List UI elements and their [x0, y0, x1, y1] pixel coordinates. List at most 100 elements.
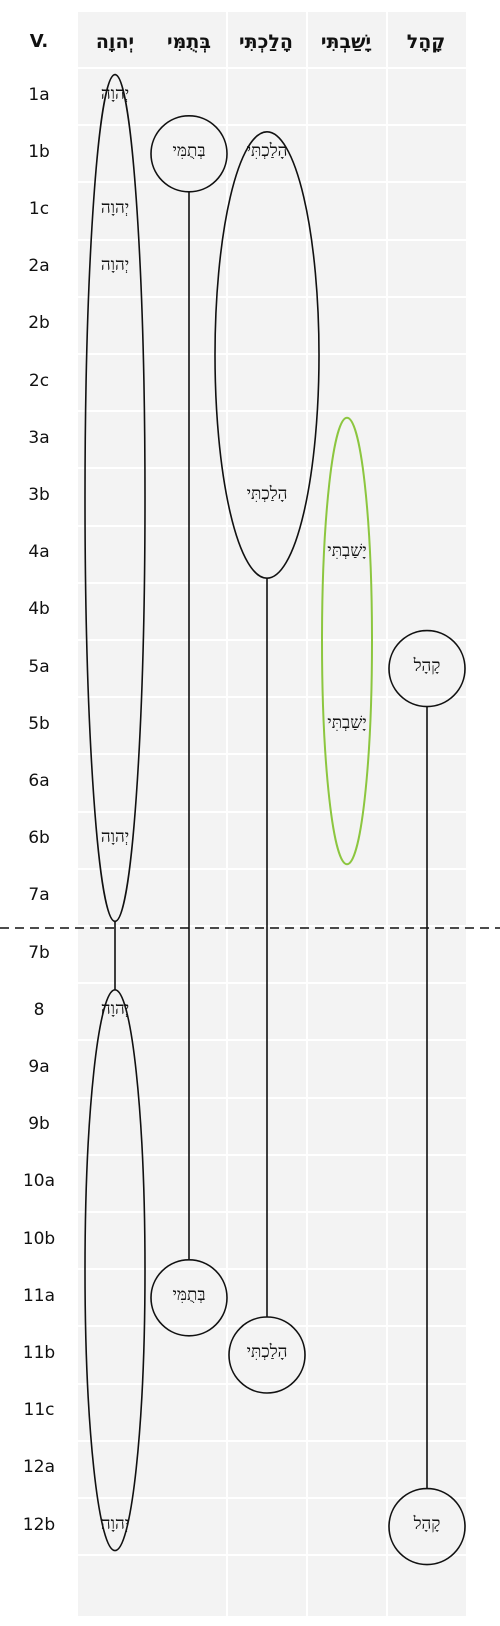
verse-label: 5b: [28, 713, 50, 734]
row-separator: [388, 1497, 466, 1499]
row-separator: [78, 1096, 152, 1099]
row-separator: [78, 410, 152, 413]
row-separator: [78, 1153, 152, 1156]
row-separator: [388, 1325, 466, 1328]
row-separator: [152, 867, 226, 870]
verse-label: 11a: [22, 1285, 56, 1306]
row-separator: [308, 1268, 386, 1271]
row-separator: [152, 1497, 226, 1499]
row-separator: [228, 238, 306, 241]
row-separator: [152, 1211, 226, 1213]
verse-label: 9b: [28, 1114, 50, 1135]
row-separator: [152, 581, 226, 584]
row-separator: [78, 982, 152, 985]
word-occurrence: יְהוָה: [100, 827, 130, 848]
row-separator: [78, 524, 152, 527]
row-separator: [78, 1382, 152, 1385]
row-separator: [308, 181, 386, 184]
row-separator: [152, 124, 226, 127]
word-occurrence: יְהוָה: [100, 255, 130, 276]
verse-label: 4a: [28, 542, 50, 563]
row-separator: [78, 1497, 152, 1499]
row-separator: [388, 1039, 466, 1042]
row-separator: [78, 1268, 152, 1271]
verse-label: 7b: [28, 942, 50, 963]
row-separator: [228, 925, 306, 927]
row-separator: [308, 982, 386, 985]
row-separator: [78, 696, 152, 699]
row-separator: [228, 1153, 306, 1156]
row-separator: [388, 867, 466, 870]
verse-label: 12a: [22, 1457, 56, 1478]
word-occurrence: יְהוָה: [100, 1513, 130, 1534]
word-occurrence: בְּתֻמִּי: [172, 140, 206, 161]
row-separator: [152, 67, 226, 69]
column-band: [78, 12, 152, 1616]
row-separator: [78, 67, 152, 69]
row-separator: [228, 753, 306, 756]
row-separator: [388, 295, 466, 298]
row-separator: [308, 581, 386, 584]
row-separator: [78, 925, 152, 927]
word-occurrence: הָלַכְתִּי: [246, 140, 288, 161]
column-band: [388, 12, 466, 1616]
row-separator: [228, 696, 306, 699]
row-separator: [228, 1497, 306, 1499]
row-separator: [308, 1554, 386, 1557]
row-separator: [308, 467, 386, 470]
column-header-yashavti: יָשַׁבְתִּי: [320, 31, 372, 53]
row-separator: [152, 524, 226, 527]
row-separator: [152, 1039, 226, 1042]
row-separator: [228, 1039, 306, 1042]
row-separator: [308, 67, 386, 69]
word-occurrence: הָלַכְתִּי: [246, 1342, 288, 1362]
row-separator: [78, 1325, 152, 1328]
row-separator: [388, 1211, 466, 1213]
row-separator: [152, 467, 226, 470]
row-separator: [308, 524, 386, 527]
word-occurrence: קָהָל: [413, 655, 441, 676]
row-separator: [308, 925, 386, 927]
row-separator: [228, 181, 306, 184]
row-separator: [388, 467, 466, 470]
row-separator: [388, 238, 466, 241]
word-occurrence: הָלַכְתִּי: [246, 484, 288, 504]
row-separator: [388, 581, 466, 584]
verse-label: 10a: [22, 1171, 56, 1192]
row-separator: [388, 410, 466, 413]
row-separator: [308, 810, 386, 813]
row-separator: [388, 1153, 466, 1156]
verse-label: 11c: [23, 1400, 55, 1421]
word-occurrence: יְהוָה: [100, 83, 130, 104]
row-separator: [152, 696, 226, 699]
verse-label: 3b: [28, 485, 50, 505]
row-separator: [308, 295, 386, 298]
row-separator: [78, 581, 152, 584]
row-separator: [388, 181, 466, 184]
row-separator: [78, 810, 152, 813]
row-separator: [308, 639, 386, 641]
word-occurrence: יְהוָה: [100, 998, 130, 1019]
row-separator: [228, 1096, 306, 1099]
row-separator: [152, 295, 226, 298]
row-separator: [308, 696, 386, 699]
verse-label: 10b: [22, 1228, 56, 1249]
row-separator: [388, 1382, 466, 1385]
row-separator: [308, 353, 386, 355]
row-separator: [228, 1325, 306, 1328]
row-separator: [308, 1211, 386, 1213]
row-separator: [152, 353, 226, 355]
row-separator: [78, 1554, 152, 1557]
row-separator: [388, 1096, 466, 1099]
row-separator: [152, 238, 226, 241]
row-separator: [228, 67, 306, 69]
row-separator: [228, 124, 306, 127]
row-separator: [228, 639, 306, 641]
row-separator: [152, 181, 226, 184]
row-separator: [152, 1268, 226, 1271]
row-separator: [388, 810, 466, 813]
row-separator: [388, 1554, 466, 1557]
row-separator: [308, 753, 386, 756]
row-separator: [152, 639, 226, 641]
verse-label: 5a: [28, 656, 50, 677]
